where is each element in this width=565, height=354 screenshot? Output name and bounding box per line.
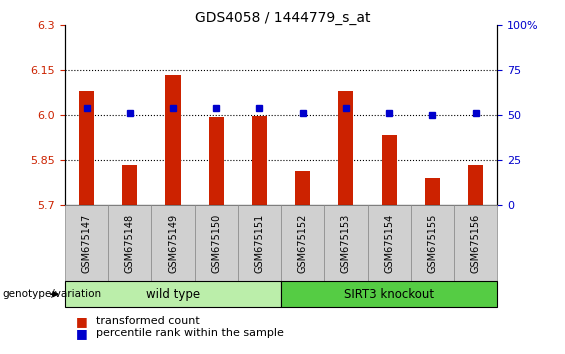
Text: GSM675148: GSM675148 <box>125 214 135 273</box>
Text: percentile rank within the sample: percentile rank within the sample <box>96 329 284 338</box>
Bar <box>122 165 137 205</box>
Text: GSM675147: GSM675147 <box>81 214 92 273</box>
Bar <box>252 116 267 205</box>
Bar <box>338 91 354 205</box>
Text: ■: ■ <box>76 327 88 340</box>
Text: GSM675149: GSM675149 <box>168 214 178 273</box>
Text: genotype/variation: genotype/variation <box>3 289 102 299</box>
Text: GSM675152: GSM675152 <box>298 214 308 273</box>
Text: GSM675153: GSM675153 <box>341 214 351 273</box>
Bar <box>166 75 181 205</box>
Text: GSM675151: GSM675151 <box>254 214 264 273</box>
Text: transformed count: transformed count <box>96 316 200 326</box>
Bar <box>208 116 224 205</box>
Text: GSM675155: GSM675155 <box>427 214 437 273</box>
Text: GDS4058 / 1444779_s_at: GDS4058 / 1444779_s_at <box>195 11 370 25</box>
Text: GSM675156: GSM675156 <box>471 214 481 273</box>
Text: GSM675150: GSM675150 <box>211 214 221 273</box>
Text: ■: ■ <box>76 315 88 327</box>
Bar <box>425 178 440 205</box>
Bar <box>468 165 483 205</box>
Bar <box>79 91 94 205</box>
Bar <box>295 171 310 205</box>
Text: GSM675154: GSM675154 <box>384 214 394 273</box>
Text: SIRT3 knockout: SIRT3 knockout <box>344 288 434 301</box>
Text: wild type: wild type <box>146 288 200 301</box>
Bar <box>381 135 397 205</box>
